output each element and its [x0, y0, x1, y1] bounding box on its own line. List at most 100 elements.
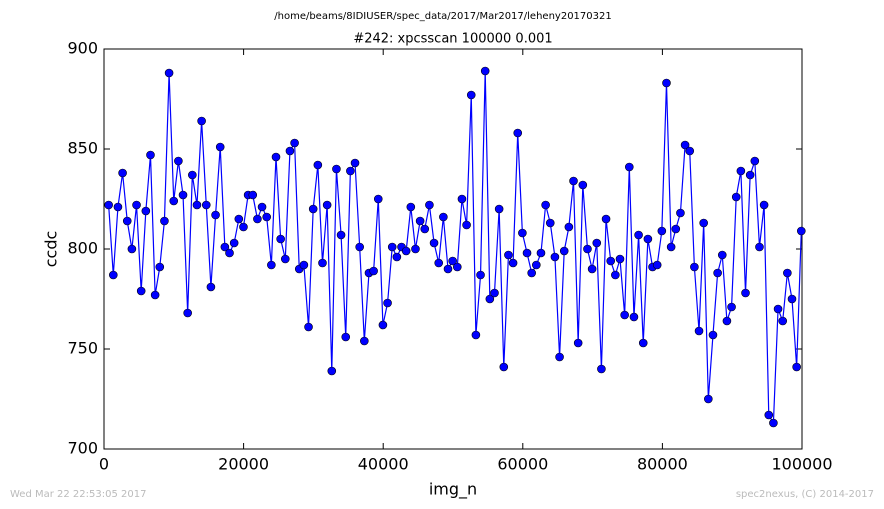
data-point	[680, 140, 690, 150]
data-point	[750, 156, 760, 166]
data-point	[797, 226, 806, 236]
data-point	[652, 260, 662, 270]
data-point	[378, 320, 388, 330]
data-point	[471, 330, 481, 340]
y-tick-label: 900	[67, 39, 98, 58]
data-point	[304, 322, 313, 332]
data-point	[508, 258, 518, 268]
data-point	[643, 234, 653, 244]
y-tick-label: 800	[67, 239, 98, 258]
data-point	[229, 238, 239, 248]
data-point	[327, 366, 337, 376]
data-point	[174, 156, 183, 166]
data-point	[313, 160, 323, 170]
data-point	[504, 250, 513, 260]
data-point	[262, 212, 272, 222]
data-point	[341, 332, 351, 342]
y-tick-label: 700	[67, 439, 98, 458]
data-point	[267, 260, 276, 270]
data-point	[411, 244, 420, 254]
data-point	[583, 244, 592, 254]
x-axis-label: img_n	[429, 480, 477, 500]
data-point	[383, 298, 392, 308]
data-point	[773, 304, 783, 314]
data-point	[611, 270, 620, 280]
data-point	[308, 204, 318, 214]
data-point	[369, 266, 378, 276]
data-point	[271, 152, 281, 162]
suptitle: /home/beams/8IDIUSER/spec_data/2017/Mar2…	[274, 11, 611, 22]
data-point	[169, 196, 179, 206]
data-point	[127, 244, 137, 254]
data-point	[764, 410, 774, 420]
data-point	[676, 208, 685, 218]
data-point	[787, 294, 797, 304]
data-point	[443, 264, 453, 274]
data-point	[448, 256, 457, 266]
data-point	[550, 252, 560, 262]
data-point	[564, 222, 574, 232]
data-point	[257, 202, 267, 212]
data-point	[299, 260, 309, 270]
data-point	[183, 308, 192, 318]
data-point	[290, 138, 299, 148]
data-point	[578, 180, 588, 190]
data-point	[336, 230, 346, 240]
data-point	[406, 202, 416, 212]
data-point	[104, 200, 113, 210]
data-point	[778, 316, 788, 326]
data-point	[625, 162, 634, 172]
data-point	[248, 190, 258, 200]
data-point	[690, 262, 699, 272]
data-point	[360, 336, 369, 346]
data-point	[638, 338, 648, 348]
data-point	[499, 362, 509, 372]
x-tick-label: 60000	[497, 455, 548, 474]
data-point	[666, 242, 676, 252]
data-point	[783, 268, 792, 278]
data-point	[420, 224, 430, 234]
data-point	[597, 364, 606, 374]
data-point	[634, 230, 643, 240]
data-point	[188, 170, 197, 180]
credit: spec2nexus, (C) 2014-2017	[736, 489, 874, 500]
data-point	[615, 254, 625, 264]
data-point	[415, 216, 425, 226]
data-point	[429, 238, 439, 248]
timestamp: Wed Mar 22 22:53:05 2017	[10, 489, 146, 500]
y-tick-label: 750	[67, 339, 98, 358]
data-point	[220, 242, 230, 252]
data-point	[722, 316, 732, 326]
data-point	[694, 326, 704, 336]
data-point	[485, 294, 495, 304]
data-point	[234, 214, 244, 224]
data-point	[476, 270, 485, 280]
data-point	[713, 268, 722, 278]
x-tick-label: 80000	[637, 455, 688, 474]
data-point	[573, 338, 583, 348]
data-point	[206, 282, 216, 292]
data-point	[759, 200, 769, 210]
data-point	[201, 200, 211, 210]
data-point	[541, 200, 550, 210]
data-point	[276, 234, 285, 244]
data-point	[657, 226, 667, 236]
data-point	[717, 250, 727, 260]
x-tick-label: 20000	[218, 455, 269, 474]
data-point	[727, 302, 736, 312]
data-point	[685, 146, 695, 156]
data-point	[792, 362, 801, 372]
data-point	[350, 158, 360, 168]
data-point	[280, 254, 290, 264]
data-point	[225, 248, 234, 258]
data-point	[662, 78, 671, 88]
data-point	[401, 246, 411, 256]
data-line	[108, 70, 802, 426]
data-point	[434, 258, 444, 268]
data-point	[322, 200, 332, 210]
data-point	[569, 176, 578, 186]
x-tick-label: 100000	[771, 455, 832, 474]
data-point	[332, 164, 341, 174]
data-point	[285, 146, 295, 156]
data-point	[164, 68, 174, 78]
